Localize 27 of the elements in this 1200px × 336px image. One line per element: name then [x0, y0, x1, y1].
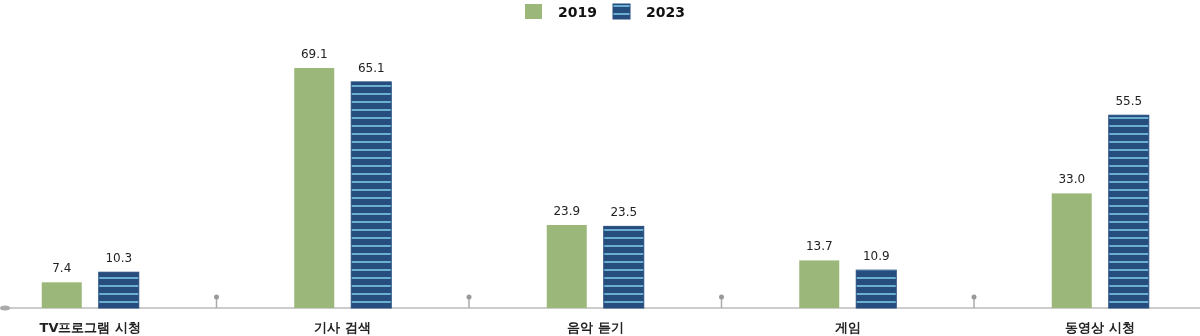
data-label: 23.5	[610, 205, 638, 220]
x-tick-label: TV프로그램 시청	[39, 320, 141, 335]
data-label: 65.1	[357, 60, 385, 75]
data-label: 69.1	[300, 47, 328, 61]
legend-label: 2023	[646, 4, 685, 20]
data-label: 7.4	[52, 261, 72, 276]
x-tick-label: 게임	[834, 320, 861, 335]
bar	[350, 81, 392, 309]
data-label: 33.0	[1058, 172, 1086, 187]
data-label: 23.9	[553, 203, 581, 218]
legend-label: 2019	[558, 4, 597, 20]
bar	[294, 68, 335, 308]
bar	[603, 225, 645, 309]
data-label: 10.3	[105, 251, 133, 266]
bar	[1051, 193, 1092, 308]
bar	[98, 271, 140, 309]
data-label: 10.9	[862, 249, 890, 264]
bar	[546, 224, 587, 308]
bar	[855, 269, 897, 309]
bar	[1108, 114, 1150, 309]
data-label: 55.5	[1115, 94, 1143, 109]
bar	[41, 282, 82, 308]
x-tick-label: 음악 듣기	[566, 320, 624, 335]
data-label: 13.7	[805, 239, 833, 254]
x-tick-label: 기사 검색	[314, 320, 372, 335]
x-tick-label: 동영상 시청	[1065, 320, 1136, 335]
bar	[799, 260, 840, 308]
